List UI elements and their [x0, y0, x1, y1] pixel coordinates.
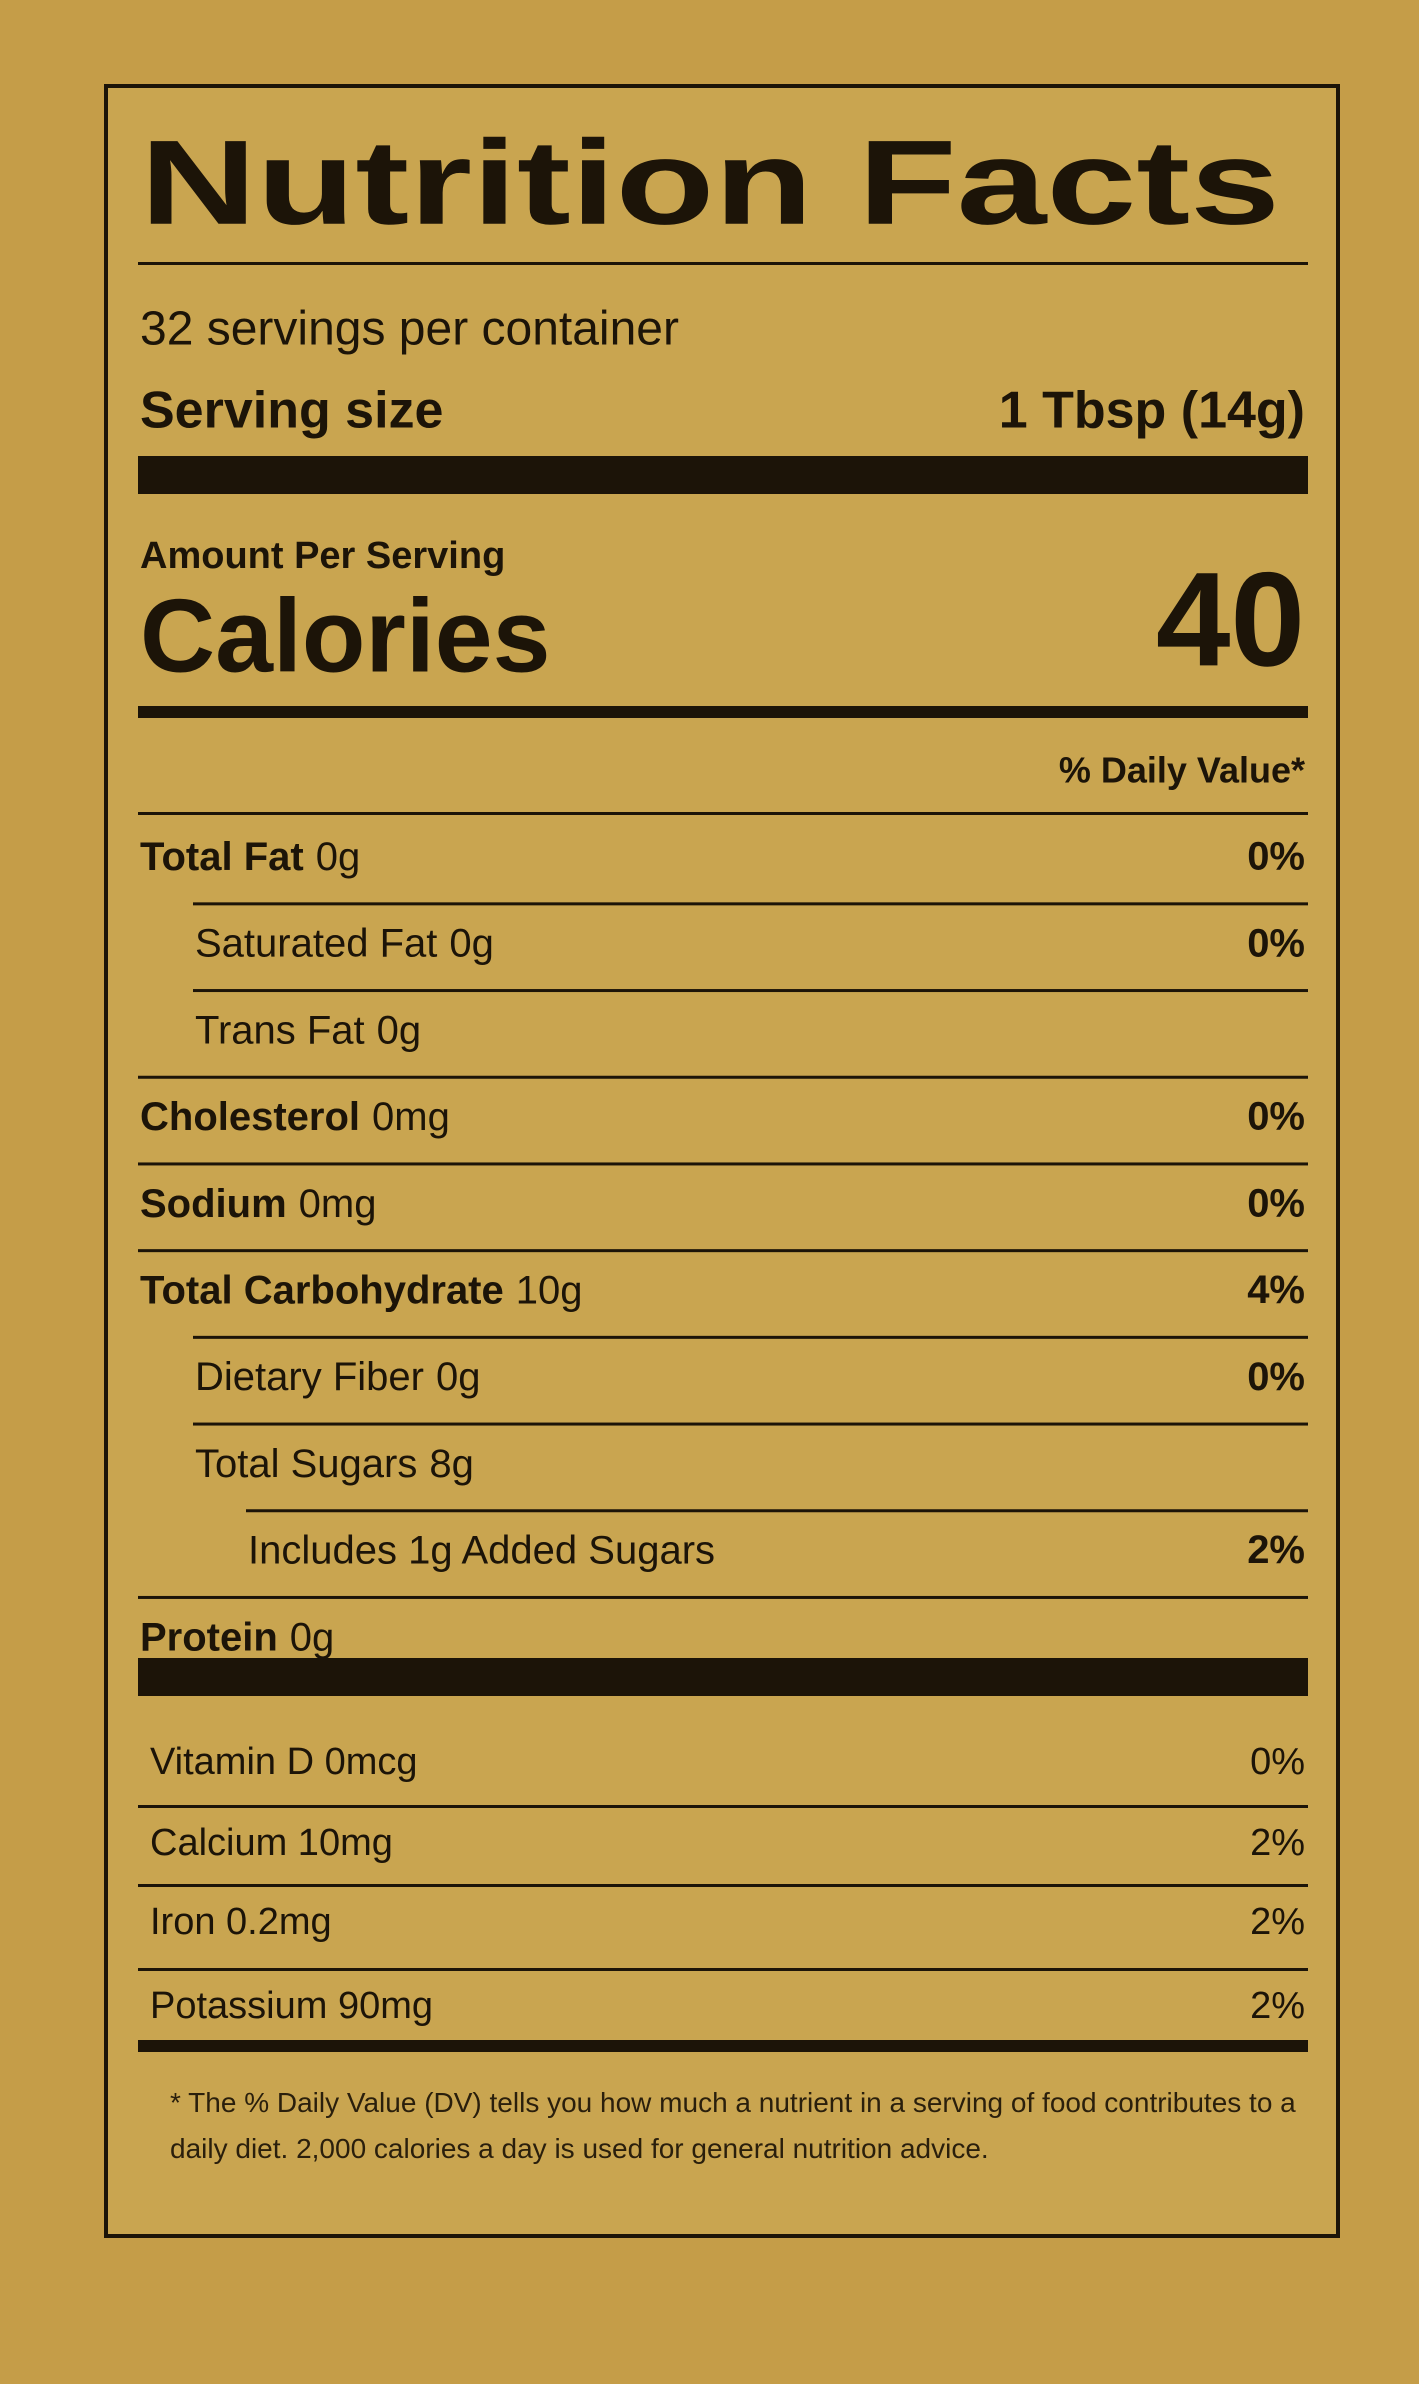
servings: 32 servings per container [140, 303, 679, 356]
nutrient-dv: 0% [1247, 921, 1305, 965]
nutrient-row: Dietary Fiber 0g [195, 1355, 480, 1399]
thick-rule [138, 1658, 1308, 1696]
calories-label: Calories [140, 578, 550, 694]
footnote: * The % Daily Value (DV) tells you how m… [170, 2087, 1296, 2164]
vitamin-label: Iron 0.2mg [150, 1901, 332, 1943]
nutrient-row: Total Fat 0g [140, 835, 360, 879]
nutrient-label: Saturated Fat [195, 921, 437, 965]
rule [138, 812, 1308, 815]
nutrient-dv: 2% [1247, 1528, 1305, 1572]
rule [138, 1805, 1308, 1808]
nutrient-amount: 0g [316, 835, 361, 879]
nutrient-label: Total Fat [140, 835, 304, 879]
vitamin-label: Potassium 90mg [150, 1985, 433, 2027]
nutrient-row: Includes 1g Added Sugars [248, 1528, 715, 1572]
vitamin-dv: 2% [1250, 1822, 1305, 1864]
vitamin-dv: 2% [1250, 1901, 1305, 1943]
nutrient-row: Cholesterol 0mg [140, 1095, 450, 1139]
nutrient-label: Dietary Fiber [195, 1355, 424, 1399]
rule [138, 262, 1308, 265]
nutrient-label: Cholesterol [140, 1095, 360, 1139]
vitamin-dv: 0% [1250, 1741, 1305, 1783]
nutrient-row: Saturated Fat 0g [195, 921, 494, 965]
nutrient-amount: 0mg [372, 1095, 450, 1139]
nutrient-dv: 0% [1247, 1095, 1305, 1139]
rule [138, 1075, 1308, 1079]
nutrient-label: Protein [140, 1615, 278, 1659]
medium-rule [138, 2040, 1308, 2052]
nutrient-row: Protein 0g [140, 1615, 334, 1659]
nutrient-row: Sodium 0mg [140, 1181, 376, 1225]
vitamin-label: Calcium 10mg [150, 1822, 393, 1864]
nutrient-row: Trans Fat 0g [195, 1008, 421, 1052]
nutrient-amount: 8g [429, 1441, 474, 1485]
serving-size-value: 1 Tbsp (14g) [999, 382, 1305, 440]
nutrient-label: Trans Fat [195, 1008, 365, 1052]
rule [193, 1422, 1308, 1426]
nutrient-dv: 0% [1247, 835, 1305, 879]
label-box [104, 84, 1340, 2238]
nutrient-dv: 0% [1247, 1181, 1305, 1225]
nutrient-amount: 0g [377, 1008, 422, 1052]
nutrient-amount: 0mg [299, 1181, 377, 1225]
nutrient-label: Total Carbohydrate [140, 1268, 504, 1312]
rule [138, 1595, 1308, 1599]
medium-rule [138, 706, 1308, 718]
amount-per-serving: Amount Per Serving [140, 535, 505, 577]
rule [193, 989, 1308, 993]
dv-header: % Daily Value* [1059, 750, 1305, 791]
nutrient-label: Total Sugars [195, 1441, 417, 1485]
nutrient-dv: 4% [1247, 1268, 1305, 1312]
rule [193, 1335, 1308, 1339]
vitamin-label: Vitamin D 0mcg [150, 1741, 418, 1783]
thick-rule [138, 456, 1308, 494]
rule [138, 1162, 1308, 1166]
rule [138, 1249, 1308, 1253]
nutrient-amount: 0g [449, 921, 494, 965]
rule [138, 1968, 1308, 1971]
nutrient-amount: 0g [290, 1615, 335, 1659]
vitamin-dv: 2% [1250, 1985, 1305, 2027]
title: Nutrition Facts [140, 116, 1280, 250]
nutrient-amount: 0g [436, 1355, 481, 1399]
nutrient-amount: 10g [516, 1268, 583, 1312]
serving-size-label: Serving size [140, 382, 443, 440]
nutrient-row: Total Sugars 8g [195, 1441, 474, 1485]
rule [193, 902, 1308, 906]
nutrient-label: Sodium [140, 1181, 287, 1225]
rule [246, 1509, 1308, 1513]
nutrient-row: Total Carbohydrate 10g [140, 1268, 583, 1312]
nutrient-dv: 0% [1247, 1355, 1305, 1399]
rule [138, 1884, 1308, 1887]
calories-value: 40 [1156, 545, 1305, 694]
nutrient-label: Includes 1g Added Sugars [248, 1528, 715, 1572]
